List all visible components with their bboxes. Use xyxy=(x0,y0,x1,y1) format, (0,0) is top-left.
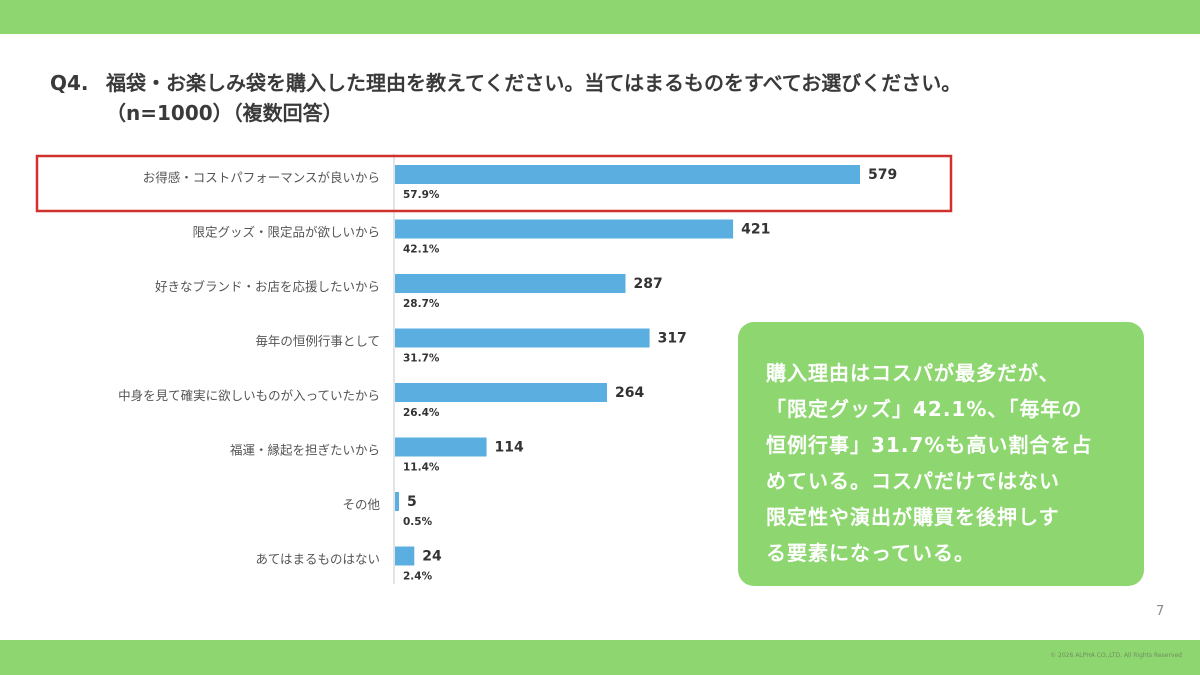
bar xyxy=(395,383,608,402)
value-label: 5 xyxy=(407,494,417,510)
bar xyxy=(395,219,734,239)
summary-line: 「限定グッズ」42.1%、「毎年の xyxy=(766,397,1083,421)
value-label: 579 xyxy=(868,167,897,183)
percent-label: 2.4% xyxy=(403,571,433,583)
percent-label: 28.7% xyxy=(403,298,440,310)
summary-line: 限定性や演出が購買を後押しす xyxy=(766,505,1060,529)
question-number: Q4. xyxy=(50,71,89,95)
value-label: 421 xyxy=(741,222,770,238)
page-number: 7 xyxy=(1156,604,1165,619)
category-label: お得感・コストパフォーマンスが良いから xyxy=(143,170,380,185)
bar xyxy=(395,165,860,184)
category-label: あてはまるものはない xyxy=(255,552,380,567)
bar xyxy=(395,328,650,348)
category-label: 中身を見て確実に欲しいものが入っていたから xyxy=(118,388,380,403)
question-title-line2: （n=1000）（複数回答） xyxy=(106,101,343,125)
summary-line: 恒例行事」31.7%も高い割合を占 xyxy=(766,433,1093,457)
value-label: 114 xyxy=(495,440,524,456)
value-label: 287 xyxy=(633,276,662,292)
percent-label: 42.1% xyxy=(403,244,440,256)
percent-label: 0.5% xyxy=(403,516,433,528)
summary-line: めている。コスパだけではない xyxy=(766,469,1060,493)
summary-line: 購入理由はコスパが最多だが、 xyxy=(766,361,1060,385)
bar xyxy=(395,492,400,511)
category-label: 好きなブランド・お店を応援したいから xyxy=(155,279,380,294)
bottom-accent-band xyxy=(0,640,1200,675)
value-label: 24 xyxy=(422,549,442,565)
question-title-line1: 福袋・お楽しみ袋を購入した理由を教えてください。当てはまるものをすべてお選びくだ… xyxy=(106,71,962,95)
percent-label: 26.4% xyxy=(403,407,440,419)
percent-label: 31.7% xyxy=(403,353,440,365)
bar xyxy=(395,437,487,457)
highlight-box xyxy=(35,154,953,213)
percent-label: 57.9% xyxy=(403,189,440,201)
category-label: 福運・縁起を担ぎたいから xyxy=(230,443,380,458)
category-label: 限定グッズ・限定品が欲しいから xyxy=(192,225,380,240)
bar xyxy=(395,274,626,293)
value-label: 317 xyxy=(658,331,687,347)
summary-line: る要素になっている。 xyxy=(766,541,975,565)
percent-label: 11.4% xyxy=(403,462,440,474)
category-label: 毎年の恒例行事として xyxy=(255,334,380,349)
category-label: その他 xyxy=(342,497,380,512)
top-accent-band xyxy=(0,0,1200,34)
summary-callout: 購入理由はコスパが最多だが、 「限定グッズ」42.1%、「毎年の 恒例行事」31… xyxy=(738,322,1144,586)
question-title: Q4. 福袋・お楽しみ袋を購入した理由を教えてください。当てはまるものをすべてお選… xyxy=(50,68,1160,128)
value-label: 264 xyxy=(615,385,644,401)
bar xyxy=(395,546,415,566)
copyright-text: © 2026 ALPHA CO.,LTD. All Rights Reserve… xyxy=(1050,652,1182,659)
